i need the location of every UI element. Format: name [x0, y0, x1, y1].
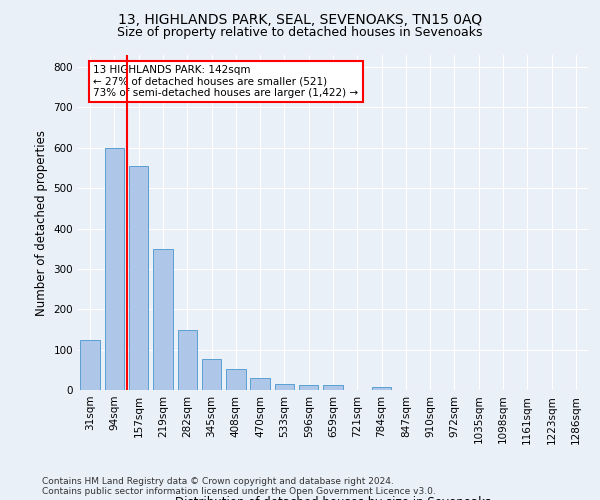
Text: 13 HIGHLANDS PARK: 142sqm
← 27% of detached houses are smaller (521)
73% of semi: 13 HIGHLANDS PARK: 142sqm ← 27% of detac…	[94, 65, 358, 98]
Text: Contains HM Land Registry data © Crown copyright and database right 2024.
Contai: Contains HM Land Registry data © Crown c…	[42, 476, 436, 496]
Bar	[202, 358, 221, 390]
X-axis label: Distribution of detached houses by size in Sevenoaks: Distribution of detached houses by size …	[175, 496, 491, 500]
Bar	[275, 384, 294, 390]
Bar	[323, 385, 343, 390]
Bar	[80, 340, 100, 390]
Bar	[153, 248, 173, 390]
Y-axis label: Number of detached properties: Number of detached properties	[35, 130, 48, 316]
Text: 13, HIGHLANDS PARK, SEAL, SEVENOAKS, TN15 0AQ: 13, HIGHLANDS PARK, SEAL, SEVENOAKS, TN1…	[118, 12, 482, 26]
Bar	[105, 148, 124, 390]
Bar	[250, 378, 270, 390]
Bar	[226, 369, 245, 390]
Bar	[372, 387, 391, 390]
Bar	[299, 385, 319, 390]
Bar	[129, 166, 148, 390]
Bar	[178, 330, 197, 390]
Text: Size of property relative to detached houses in Sevenoaks: Size of property relative to detached ho…	[117, 26, 483, 39]
